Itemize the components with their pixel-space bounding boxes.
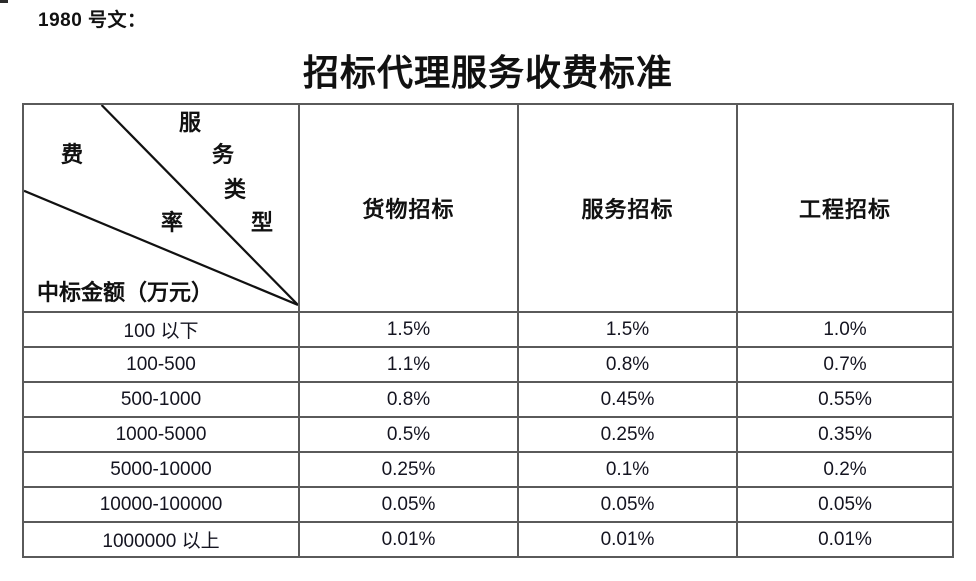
cell-value: 0.2%: [736, 451, 954, 488]
table-row: 10000-100000 0.05% 0.05% 0.05%: [22, 486, 954, 523]
table-row: 500-1000 0.8% 0.45% 0.55%: [22, 381, 954, 418]
cell-value: 1.5%: [517, 311, 738, 348]
document-number: 1980 号文：: [38, 10, 147, 31]
page-title: 招标代理服务收费标准: [302, 53, 673, 93]
cell-value: 0.25%: [517, 416, 738, 453]
cell-value: 1.0%: [736, 311, 954, 348]
table-row: 1000-5000 0.5% 0.25% 0.35%: [22, 416, 954, 453]
column-header-services: 服务招标: [517, 103, 738, 313]
cell-value: 0.1%: [517, 451, 738, 488]
column-header-goods: 货物招标: [298, 103, 519, 313]
row-label: 500-1000: [22, 381, 300, 418]
cell-value: 0.45%: [517, 381, 738, 418]
cell-value: 0.7%: [736, 346, 954, 383]
corner-service-type-char-1: 服: [179, 110, 202, 135]
cell-value: 0.01%: [298, 521, 519, 558]
corner-service-type-char-3: 类: [224, 177, 247, 202]
cell-value: 0.05%: [736, 486, 954, 523]
cell-value: 1.5%: [298, 311, 519, 348]
cell-value: 0.35%: [736, 416, 954, 453]
corner-service-type-char-4: 型: [251, 210, 274, 235]
table-row: 1000000 以上 0.01% 0.01% 0.01%: [22, 521, 954, 558]
table-row: 100 以下 1.5% 1.5% 1.0%: [22, 311, 954, 348]
cell-value: 0.8%: [298, 381, 519, 418]
diagonal-header-cell: 服 务 类 型 费 率 中标金额（万元）: [22, 103, 300, 313]
row-label: 100 以下: [22, 311, 300, 348]
row-label: 5000-10000: [22, 451, 300, 488]
cell-value: 0.01%: [517, 521, 738, 558]
row-label: 100-500: [22, 346, 300, 383]
cell-value: 1.1%: [298, 346, 519, 383]
row-label: 1000-5000: [22, 416, 300, 453]
corner-fee-rate-char-2: 率: [161, 210, 184, 235]
row-label: 10000-100000: [22, 486, 300, 523]
cell-value: 0.01%: [736, 521, 954, 558]
table-row: 100-500 1.1% 0.8% 0.7%: [22, 346, 954, 383]
cell-value: 0.8%: [517, 346, 738, 383]
row-label: 1000000 以上: [22, 521, 300, 558]
cell-value: 0.05%: [298, 486, 519, 523]
corner-fee-rate-char-1: 费: [61, 142, 84, 167]
cell-value: 0.55%: [736, 381, 954, 418]
cell-value: 0.25%: [298, 451, 519, 488]
column-header-engineering: 工程招标: [736, 103, 954, 313]
fee-standard-table: 服 务 类 型 费 率 中标金额（万元） 货物招标 服务招标 工程招标 100 …: [22, 103, 954, 558]
cell-value: 0.5%: [298, 416, 519, 453]
cell-value: 0.05%: [517, 486, 738, 523]
diagonal-lines-icon: [24, 105, 298, 306]
page-edge-artifact: [0, 0, 8, 3]
table-row: 5000-10000 0.25% 0.1% 0.2%: [22, 451, 954, 488]
corner-amount-label: 中标金额（万元）: [37, 280, 214, 305]
table-header-row: 服 务 类 型 费 率 中标金额（万元） 货物招标 服务招标 工程招标: [22, 103, 954, 313]
corner-service-type-char-2: 务: [212, 142, 235, 167]
